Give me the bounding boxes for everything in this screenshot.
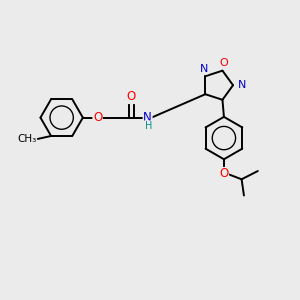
Text: H: H xyxy=(145,121,152,131)
Text: CH₃: CH₃ xyxy=(17,134,36,144)
Text: N: N xyxy=(200,64,208,74)
Text: O: O xyxy=(127,91,136,103)
Text: O: O xyxy=(93,111,102,124)
Text: N: N xyxy=(238,80,247,90)
Text: N: N xyxy=(143,111,152,124)
Text: O: O xyxy=(219,167,229,181)
Text: O: O xyxy=(220,58,228,68)
